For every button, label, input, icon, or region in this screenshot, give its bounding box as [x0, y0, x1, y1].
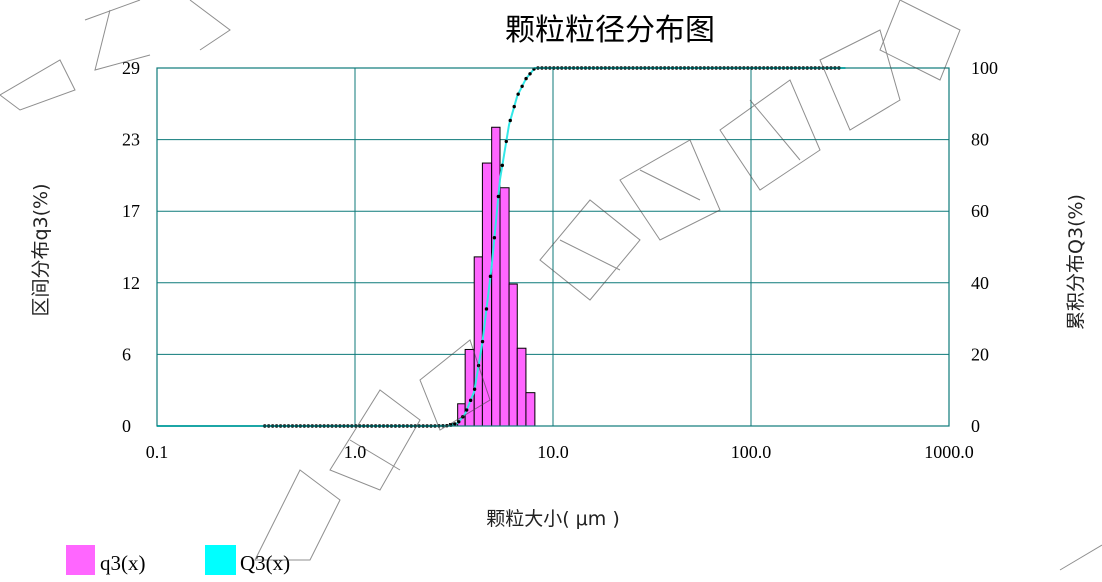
y-left-tick-label: 6: [122, 344, 131, 364]
grid-lines: [157, 68, 949, 426]
Q3-dot: [480, 339, 485, 344]
Q3-dot: [496, 194, 501, 199]
y-right-tick-label: 80: [971, 130, 989, 150]
y-right-tick-label: 20: [971, 344, 989, 364]
plot-frame: [156, 67, 950, 427]
y-right-axis-title: 累积分布Q3(%): [1065, 194, 1087, 330]
q3-bar: [508, 283, 518, 427]
y-right-tick-label: 40: [971, 273, 989, 293]
q3-bar: [491, 126, 501, 427]
legend: q3(x) Q3(x): [66, 545, 290, 575]
Q3-dot: [512, 104, 516, 109]
x-tick-label: 10.0: [537, 442, 569, 462]
Q3-dot: [468, 398, 473, 403]
y-left-tick-labels: 0 6 12 17 23 29: [122, 58, 140, 436]
legend-swatch-q3-bars: [66, 545, 95, 575]
Q3-dot: [492, 236, 497, 240]
Q3-dot: [484, 307, 489, 311]
x-axis-title: 颗粒大小( μm ): [486, 508, 620, 530]
legend-label-q3: q3(x): [100, 551, 146, 575]
x-tick-label: 1000.0: [924, 442, 974, 462]
y-right-tick-label: 0: [971, 416, 980, 436]
x-tick-label: 1.0: [344, 442, 367, 462]
q3-bars: [448, 126, 536, 427]
Q3-dot: [472, 387, 477, 391]
y-right-tick-label: 100: [971, 58, 998, 78]
legend-label-Q3: Q3(x): [240, 551, 290, 575]
Q3-dot: [528, 72, 532, 76]
x-tick-labels: 0.1 1.0 10.0 100.0 1000.0: [146, 442, 974, 462]
Q3-dot: [504, 139, 508, 144]
y-left-tick-label: 23: [122, 130, 140, 150]
y-right-tick-labels: 0 20 40 60 80 100: [971, 58, 998, 436]
y-left-axis-title: 区间分布q3(%): [30, 183, 52, 316]
y-left-tick-label: 12: [122, 273, 140, 293]
x-tick-label: 100.0: [731, 442, 772, 462]
y-right-tick-label: 60: [971, 201, 989, 221]
Q3-dot: [488, 274, 493, 279]
legend-swatch-q3-line: [205, 545, 236, 575]
chart-title: 颗粒粒径分布图: [505, 13, 715, 48]
Q3-dot: [524, 76, 528, 81]
q3-bar: [516, 347, 527, 427]
Q3-dot: [453, 422, 457, 426]
Q3-dot: [457, 420, 461, 424]
q3-bar: [499, 187, 510, 427]
q3-cumulative-dots: [263, 66, 841, 428]
Q3-dot: [500, 163, 505, 168]
y-left-tick-label: 17: [122, 201, 140, 221]
y-left-tick-label: 29: [122, 58, 140, 78]
Q3-dot: [516, 92, 520, 96]
x-tick-label: 0.1: [146, 442, 169, 462]
Q3-dot: [520, 84, 524, 88]
q3-bar: [481, 162, 493, 427]
Q3-dot: [508, 118, 512, 123]
Q3-dot: [464, 408, 469, 412]
y-left-tick-label: 0: [122, 416, 131, 436]
q3-bar: [525, 392, 536, 427]
